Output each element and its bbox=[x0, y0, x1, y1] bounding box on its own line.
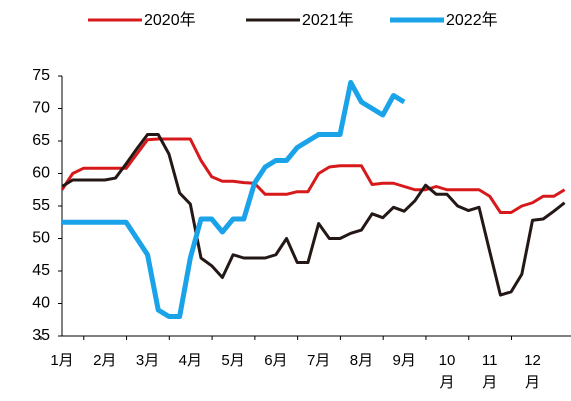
x-tick-label: 6月 bbox=[264, 352, 288, 369]
y-tick-label: 50 bbox=[32, 230, 50, 247]
x-tick-label: 5月 bbox=[221, 352, 245, 369]
y-tick-label: 75 bbox=[32, 67, 50, 84]
x-tick-label: 9月 bbox=[392, 352, 416, 369]
x-tick-label: 10月 bbox=[438, 352, 456, 391]
x-tick-label: 8月 bbox=[349, 352, 374, 369]
y-tick-label: 60 bbox=[32, 165, 50, 182]
line-series bbox=[60, 137, 566, 214]
y-tick-label: 70 bbox=[32, 100, 50, 117]
y-tick-label: 40 bbox=[32, 295, 50, 312]
x-tick-label: 7月 bbox=[306, 352, 331, 369]
x-tick-label: 4月 bbox=[178, 352, 202, 369]
legend-label: 2021年 bbox=[302, 11, 354, 29]
x-tick-label: 12月 bbox=[524, 352, 541, 391]
line-series bbox=[61, 133, 566, 297]
x-tick-label: 2月 bbox=[93, 352, 117, 369]
x-tick-label: 3月 bbox=[135, 352, 160, 369]
y-tick-label: 35 bbox=[32, 327, 50, 344]
legend-label: 2020年 bbox=[144, 11, 196, 29]
x-tick-label: 11月 bbox=[481, 352, 498, 391]
legend-label: 2022年 bbox=[446, 11, 498, 29]
line-series bbox=[62, 80, 406, 319]
y-tick-label: 65 bbox=[32, 132, 50, 149]
y-tick-label: 55 bbox=[32, 197, 50, 214]
y-tick-label: 45 bbox=[32, 262, 50, 279]
x-tick-label: 1月 bbox=[50, 352, 74, 369]
